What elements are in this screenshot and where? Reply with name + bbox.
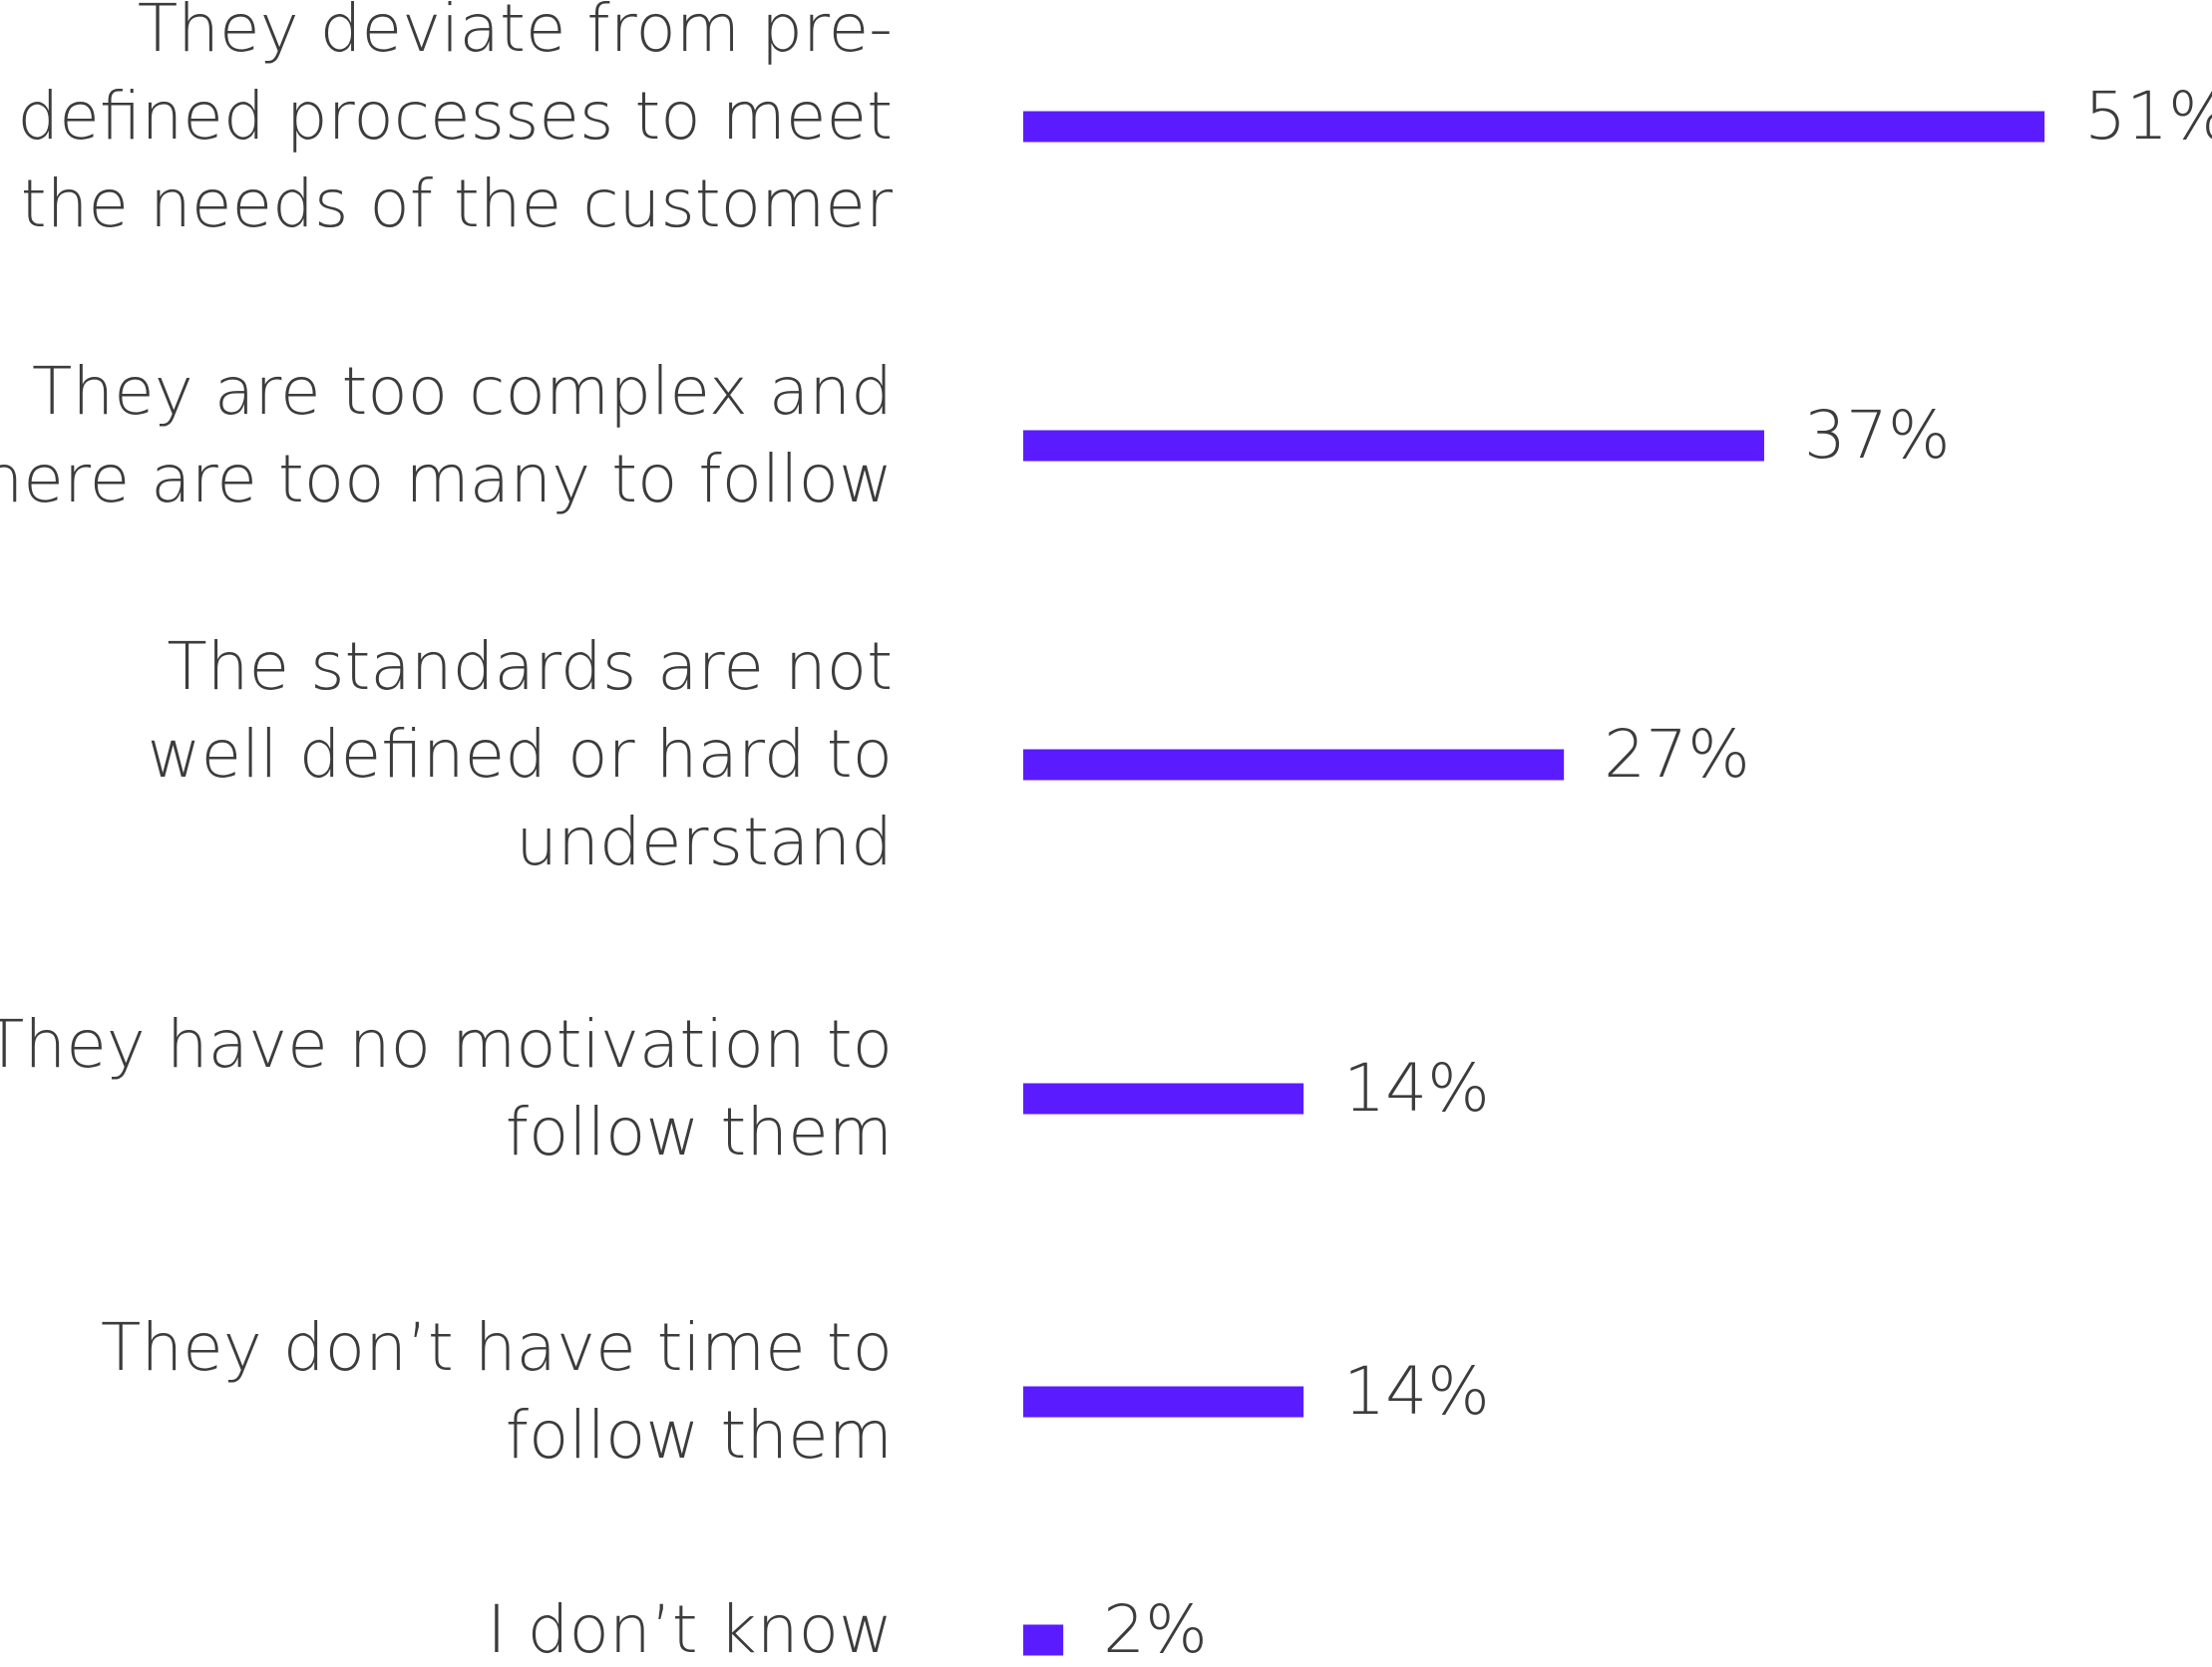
category-label: defined processes to meet — [17, 78, 893, 155]
value-label: 2% — [1103, 1591, 1208, 1667]
category-label: there are too many to follow — [0, 441, 893, 517]
bar — [1023, 749, 1565, 781]
value-label: 27% — [1604, 716, 1750, 793]
category-label: follow them — [506, 1397, 893, 1474]
value-label: 51% — [2084, 78, 2212, 155]
category-label: follow them — [506, 1094, 893, 1170]
value-label: 14% — [1343, 1050, 1490, 1127]
category-label: They have no motivation to — [0, 1006, 893, 1083]
category-label: well defined or hard to — [148, 716, 894, 793]
bar — [1023, 1083, 1304, 1115]
bar — [1023, 1624, 1064, 1656]
value-label: 37% — [1804, 397, 1951, 474]
category-label: They are too complex and — [32, 353, 893, 430]
category-label: The standards are not — [167, 628, 893, 705]
bar — [1023, 430, 1764, 462]
category-label: understand — [516, 804, 893, 880]
bar — [1023, 1386, 1304, 1418]
category-label: the needs of the customer — [21, 166, 894, 242]
category-label: I don’t know — [487, 1591, 893, 1667]
category-label: They don’t have time to — [101, 1309, 893, 1386]
category-label: They deviate from pre- — [138, 0, 893, 67]
value-label: 14% — [1343, 1353, 1490, 1430]
bar — [1023, 111, 2045, 143]
